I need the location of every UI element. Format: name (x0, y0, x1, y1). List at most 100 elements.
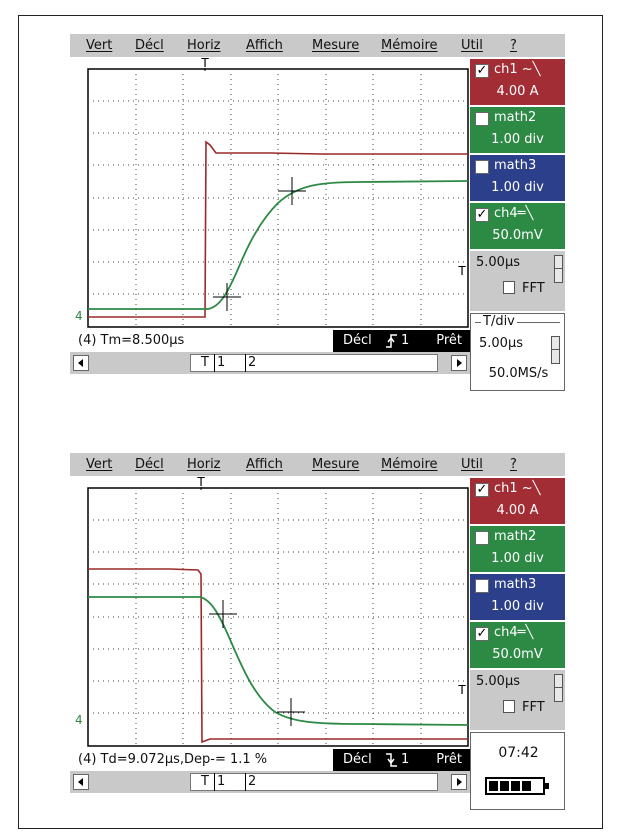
cursor-2[interactable] (278, 177, 306, 205)
scroll-right-arrow-icon[interactable] (451, 774, 467, 790)
math2-box[interactable]: math2 1.00 div (470, 524, 565, 572)
menu-memoire[interactable]: Mémoire (381, 38, 438, 53)
math3-checkbox[interactable] (475, 160, 489, 174)
ch1-checkbox[interactable]: ✓ (475, 482, 489, 497)
ch4-ground-marker: 4 (75, 309, 83, 323)
clock-time: 07:42 (498, 745, 539, 761)
ch4-scale: 50.0mV (492, 647, 543, 662)
falling-edge-icon (386, 753, 397, 767)
timebase-spinner[interactable] (554, 674, 563, 702)
ch4-label: ch4═╲ (494, 206, 534, 221)
marker-t: T (201, 355, 209, 370)
marker-t: T (201, 774, 209, 789)
marker-1: 1 (214, 354, 225, 372)
measurement-readout: (4) Td=9.072µs,Dep-= 1.1 % (78, 752, 268, 767)
menu-horiz[interactable]: Horiz (187, 38, 221, 53)
ch1-label: ch1 ~╲ (494, 481, 541, 496)
status-bar: (4) Tm=8.500µs Décl 1 Prêt (70, 330, 470, 352)
ch4-ground-marker: 4 (75, 713, 83, 727)
ch1-trace (88, 140, 468, 318)
menu-vert[interactable]: Vert (86, 457, 113, 472)
cursor-1[interactable] (209, 600, 237, 628)
marker-1: 1 (214, 773, 225, 791)
clock-box: 07:42 (470, 732, 565, 810)
menu-memoire[interactable]: Mémoire (381, 457, 438, 472)
horizontal-scrollbar[interactable]: T 1 2 (70, 771, 470, 793)
menu-affich[interactable]: Affich (246, 457, 283, 472)
ch1-box[interactable]: ✓ ch1 ~╲ 4.00 A (470, 57, 565, 105)
cursor-1[interactable] (213, 283, 241, 311)
sample-rate: 50.0MS/s (488, 366, 549, 381)
ch4-label: ch4═╲ (494, 625, 534, 640)
ch1-scale: 4.00 A (496, 84, 539, 99)
math2-scale: 1.00 div (491, 551, 544, 566)
trigger-state: Prêt (436, 752, 462, 767)
math3-checkbox[interactable] (475, 579, 489, 593)
trigger-label: Décl (343, 333, 372, 348)
ch4-trace (88, 596, 469, 726)
status-bar: (4) Td=9.072µs,Dep-= 1.1 % Décl 1 Prêt (70, 749, 470, 771)
trigger-source: 1 (401, 752, 410, 767)
battery-icon (485, 777, 549, 795)
timebase-spinner[interactable] (554, 255, 563, 283)
math3-box[interactable]: math3 1.00 div (470, 572, 565, 620)
fft-checkbox[interactable] (503, 700, 515, 713)
scroll-left-arrow-icon[interactable] (73, 774, 89, 790)
menu-affich[interactable]: Affich (246, 38, 283, 53)
trigger-status[interactable]: Décl 1 Prêt (333, 749, 470, 771)
waveform-display[interactable]: T T 4 (70, 476, 470, 749)
menu-vert[interactable]: Vert (86, 38, 113, 53)
trigger-time-marker: T (200, 57, 209, 70)
menu-help[interactable]: ? (510, 457, 517, 472)
menu-decl[interactable]: Décl (135, 457, 164, 472)
ch4-scale: 50.0mV (492, 228, 543, 243)
cursor-2[interactable] (277, 698, 305, 726)
menu-mesure[interactable]: Mesure (312, 38, 360, 53)
trigger-source: 1 (401, 333, 410, 348)
rising-edge-icon (386, 334, 397, 348)
math2-scale: 1.00 div (491, 132, 544, 147)
timebase-value: 5.00µs (476, 674, 520, 689)
menu-decl[interactable]: Décl (135, 38, 164, 53)
tdiv-spinner[interactable] (551, 336, 560, 364)
timebase-value: 5.00µs (476, 255, 520, 270)
ch1-checkbox[interactable]: ✓ (475, 63, 489, 78)
menu-mesure[interactable]: Mesure (312, 457, 360, 472)
menu-util[interactable]: Util (461, 457, 483, 472)
scroll-thumb[interactable] (190, 354, 438, 372)
math3-box[interactable]: math3 1.00 div (470, 153, 565, 201)
tdiv-box: T/div 5.00µs 50.0MS/s (470, 313, 565, 391)
tdiv-legend: T/div (481, 314, 517, 329)
math2-checkbox[interactable] (475, 112, 489, 126)
marker-2: 2 (245, 773, 256, 791)
scroll-left-arrow-icon[interactable] (73, 355, 89, 371)
math2-checkbox[interactable] (475, 531, 489, 545)
ch1-trace (88, 568, 468, 744)
trigger-level-marker: T (457, 683, 466, 697)
measurement-readout: (4) Tm=8.500µs (78, 333, 185, 348)
scroll-right-arrow-icon[interactable] (451, 355, 467, 371)
menu-help[interactable]: ? (510, 38, 517, 53)
horizontal-scrollbar[interactable]: T 1 2 (70, 352, 470, 374)
math3-label: math3 (494, 158, 537, 173)
math2-box[interactable]: math2 1.00 div (470, 105, 565, 153)
ch4-box[interactable]: ✓ ch4═╲ 50.0mV (470, 620, 565, 668)
math2-label: math2 (494, 529, 537, 544)
ch4-checkbox[interactable]: ✓ (475, 207, 489, 222)
scroll-thumb[interactable] (190, 773, 438, 791)
waveform-display[interactable]: T T 4 (70, 57, 470, 330)
ch1-scale: 4.00 A (496, 503, 539, 518)
trigger-status[interactable]: Décl 1 Prêt (333, 330, 470, 352)
scope-screen-1: Vert Décl Horiz Affich Mesure Mémoire Ut… (70, 34, 565, 391)
math3-scale: 1.00 div (491, 180, 544, 195)
menu-util[interactable]: Util (461, 38, 483, 53)
timebase-box: 5.00µs FFT (470, 251, 565, 311)
ch1-box[interactable]: ✓ ch1 ~╲ 4.00 A (470, 476, 565, 524)
math2-label: math2 (494, 110, 537, 125)
fft-label: FFT (522, 700, 545, 715)
ch4-box[interactable]: ✓ ch4═╲ 50.0mV (470, 201, 565, 249)
fft-checkbox[interactable] (503, 281, 515, 294)
trigger-label: Décl (343, 752, 372, 767)
ch4-checkbox[interactable]: ✓ (475, 626, 489, 641)
menu-horiz[interactable]: Horiz (187, 457, 221, 472)
